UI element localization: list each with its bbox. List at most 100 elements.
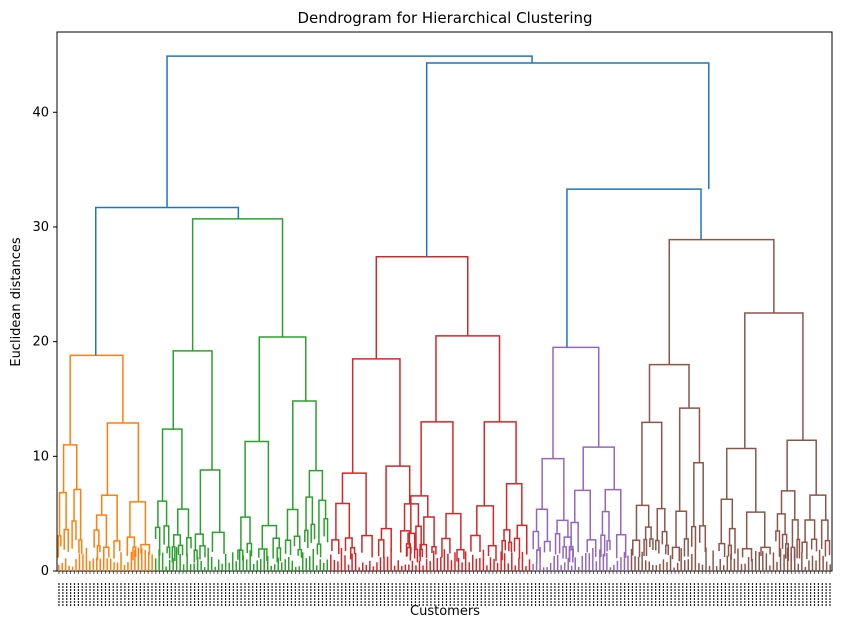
dendrogram-link-cluster-3 bbox=[456, 548, 465, 562]
dendrogram-link-cluster-5 bbox=[727, 544, 733, 560]
dendrogram-link-cluster-1 bbox=[62, 444, 78, 493]
dendrogram-link-cluster-5 bbox=[678, 407, 701, 512]
dendrogram-link-cluster-3 bbox=[331, 539, 340, 554]
dendrogram-link-cluster-3 bbox=[349, 547, 356, 560]
dendrogram-link-cluster-5 bbox=[644, 526, 652, 540]
dendrogram-link-cluster-2 bbox=[323, 518, 329, 543]
dendrogram-link-cluster-2 bbox=[172, 350, 213, 471]
dendrogram-link-cluster-4 bbox=[543, 540, 551, 553]
dendrogram-link-cluster-3 bbox=[380, 527, 392, 552]
chart-title: Dendrogram for Hierarchical Clustering bbox=[297, 9, 592, 27]
dendrogram-link-cluster-1 bbox=[57, 535, 62, 558]
dendrogram-link-cluster-1 bbox=[63, 528, 70, 552]
dendrogram-link-cluster-2 bbox=[261, 524, 278, 549]
dendrogram-link-cluster-5 bbox=[801, 541, 808, 560]
dendrogram-link-cluster-1 bbox=[71, 520, 77, 549]
dendrogram-link-cluster-3 bbox=[407, 532, 416, 552]
dendrogram-link-cluster-2 bbox=[308, 469, 324, 501]
dendrogram-link-cluster-4 bbox=[562, 546, 567, 559]
dendrogram-link-cluster-5 bbox=[641, 421, 663, 509]
dendrogram-link-cluster-1 bbox=[129, 501, 147, 545]
dendrogram-link-cluster-3 bbox=[399, 530, 411, 553]
dendrogram-link-cluster-3 bbox=[405, 543, 412, 561]
dendrogram-link-cluster-3 bbox=[385, 465, 411, 529]
dendrogram-link-cluster-2 bbox=[194, 533, 204, 551]
dendrogram-link-cluster-5 bbox=[643, 538, 648, 556]
plot-area: 0 10 20 30 40 bbox=[32, 31, 833, 606]
dendrogram-link-cluster-4 bbox=[552, 346, 600, 459]
dendrogram-link-cluster-2 bbox=[163, 525, 170, 548]
dendrogram-link-cluster-2 bbox=[244, 440, 270, 526]
dendrogram-link-cluster-3 bbox=[377, 539, 385, 559]
dendrogram-link-cluster-5 bbox=[775, 530, 781, 557]
dendrogram-link-cluster-2 bbox=[292, 400, 317, 510]
dendrogram-link-upper-2 bbox=[425, 62, 710, 257]
dendrogram-link-cluster-1 bbox=[78, 539, 83, 555]
dendrogram-link-cluster-5 bbox=[781, 533, 788, 549]
dendrogram-link-cluster-3 bbox=[410, 495, 429, 534]
dendrogram-link-cluster-3 bbox=[351, 358, 401, 474]
dendrogram-link-cluster-4 bbox=[574, 489, 592, 540]
dendrogram-link-cluster-3 bbox=[508, 541, 513, 553]
dendrogram-link-cluster-5 bbox=[635, 504, 650, 541]
dendrogram-link-cluster-4 bbox=[535, 508, 549, 542]
dendrogram-link-cluster-5 bbox=[791, 519, 799, 548]
dendrogram-link-cluster-3 bbox=[431, 545, 437, 555]
dendrogram-link-cluster-3 bbox=[341, 472, 367, 536]
dendrogram-link-cluster-1 bbox=[106, 422, 140, 502]
dendrogram-link-cluster-4 bbox=[554, 533, 561, 555]
dendrogram-link-cluster-3 bbox=[513, 537, 521, 559]
dendrogram-link-cluster-2 bbox=[297, 548, 303, 558]
dendrogram-link-cluster-2 bbox=[166, 546, 171, 559]
dendrogram-link-cluster-4 bbox=[568, 545, 574, 563]
dendrogram-link-cluster-1 bbox=[96, 544, 101, 561]
dendrogram-link-cluster-5 bbox=[820, 519, 829, 550]
dendrogram-link-cluster-2 bbox=[199, 469, 221, 535]
dendrogram-link-cluster-3 bbox=[361, 534, 373, 558]
dendrogram-link-cluster-3 bbox=[375, 256, 469, 359]
dendrogram-link-cluster-1 bbox=[132, 546, 137, 561]
dendrogram-link-cluster-1 bbox=[126, 536, 136, 556]
dendrogram-link-cluster-2 bbox=[286, 508, 299, 541]
dendrogram-link-cluster-1 bbox=[58, 491, 67, 536]
dendrogram-link-cluster-2 bbox=[316, 543, 322, 558]
dendrogram-link-cluster-2 bbox=[177, 508, 190, 538]
dendrogram-link-cluster-4 bbox=[532, 530, 540, 551]
dendrogram-link-cluster-2 bbox=[171, 546, 176, 563]
dendrogram-link-cluster-5 bbox=[744, 312, 804, 449]
dendrogram-link-cluster-5 bbox=[648, 363, 690, 423]
dendrogram-link-cluster-2 bbox=[172, 534, 182, 547]
dendrogram-link-cluster-5 bbox=[720, 498, 734, 544]
dendrogram-link-cluster-1 bbox=[73, 488, 82, 540]
dendrogram-link-cluster-3 bbox=[420, 421, 454, 514]
dendrogram-link-cluster-4 bbox=[541, 457, 565, 521]
dendrogram-link-cluster-2 bbox=[305, 496, 314, 531]
dendrogram-link-cluster-1 bbox=[140, 543, 151, 555]
dendrogram-link-cluster-5 bbox=[661, 530, 668, 546]
dendrogram-link-cluster-2 bbox=[199, 545, 206, 560]
dendrogram-link-cluster-4 bbox=[586, 539, 597, 558]
dendrogram-link-cluster-2 bbox=[293, 535, 301, 550]
dendrogram-link-cluster-2 bbox=[258, 548, 268, 561]
dendrogram-link-cluster-4 bbox=[615, 533, 627, 559]
dendrogram-link-cluster-2 bbox=[272, 537, 280, 559]
dendrogram-link-cluster-1 bbox=[103, 546, 110, 561]
dendrogram-link-cluster-4 bbox=[601, 510, 610, 541]
dendrogram-link-cluster-5 bbox=[693, 461, 704, 527]
dendrogram-link-cluster-5 bbox=[796, 538, 801, 559]
dendrogram-link-cluster-2 bbox=[284, 539, 292, 556]
dendrogram-link-cluster-5 bbox=[683, 538, 689, 557]
dendrogram-link-cluster-3 bbox=[435, 335, 501, 422]
dendrogram-link-cluster-3 bbox=[445, 512, 462, 550]
dendrogram-link-cluster-2 bbox=[246, 542, 253, 557]
dendrogram-link-cluster-3 bbox=[503, 529, 511, 543]
dendrogram-link-cluster-3 bbox=[501, 540, 507, 561]
dendrogram-link-cluster-4 bbox=[604, 488, 622, 535]
dendrogram-link-cluster-5 bbox=[655, 539, 660, 554]
dendrogram-link-cluster-5 bbox=[760, 546, 771, 557]
dendrogram-link-cluster-5 bbox=[780, 490, 796, 520]
y-tick-label: 10 bbox=[32, 449, 49, 464]
dendrogram-link-cluster-5 bbox=[810, 538, 818, 552]
dendrogram-link-cluster-4 bbox=[556, 519, 569, 538]
